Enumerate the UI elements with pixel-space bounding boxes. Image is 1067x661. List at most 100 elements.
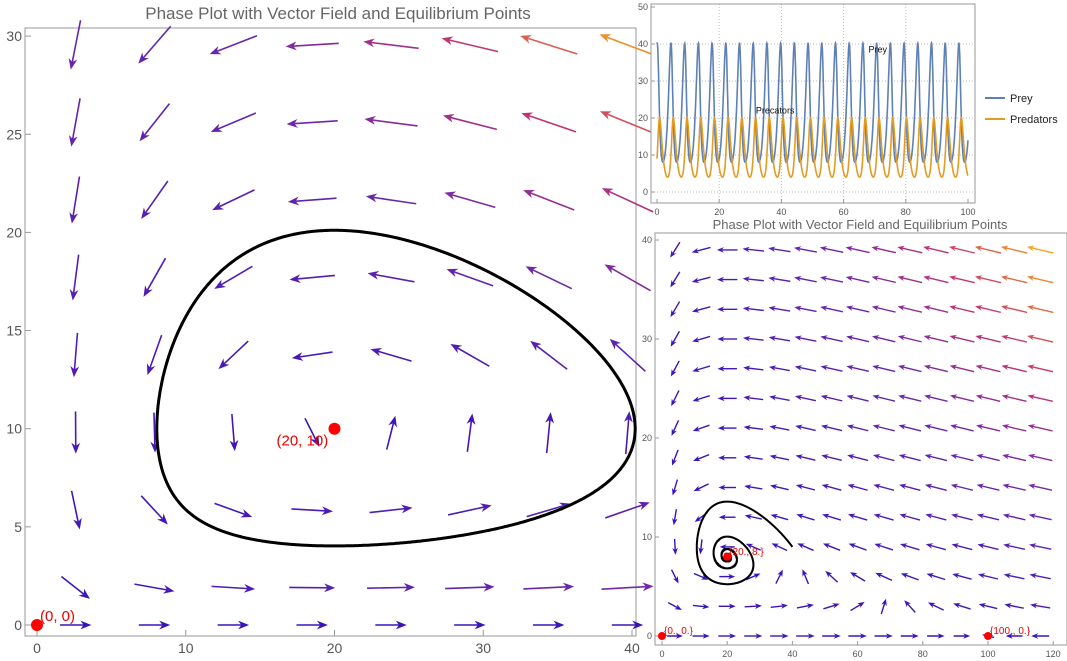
arrow-head: [1027, 394, 1035, 400]
vector-arrow: [924, 483, 947, 491]
vector-arrow: [139, 103, 171, 142]
arrow-head: [310, 435, 320, 447]
vector-arrow: [146, 334, 163, 376]
arrow-head: [897, 275, 905, 282]
arrow-shaft: [217, 189, 255, 209]
y-tick-label: 5: [14, 519, 22, 535]
vector-arrow: [1029, 573, 1051, 580]
vector-arrow: [794, 365, 817, 372]
arrow-head: [367, 270, 380, 280]
vector-arrow: [217, 620, 250, 630]
arrow-shaft: [772, 277, 791, 283]
vector-arrow: [70, 332, 80, 378]
arrow-head: [768, 305, 776, 312]
vector-arrow: [845, 305, 870, 313]
arrow-head: [210, 123, 223, 133]
vector-arrow: [140, 495, 168, 525]
vector-arrow: [450, 343, 490, 367]
arrow-head: [670, 339, 677, 347]
arrow-shaft: [954, 485, 974, 491]
vector-arrow: [795, 484, 816, 491]
vector-arrow: [846, 335, 870, 343]
arrow-shaft: [770, 605, 784, 609]
arrow-head: [1002, 453, 1010, 460]
arrow-head: [642, 582, 654, 592]
vector-arrow: [718, 514, 736, 520]
arrow-head: [976, 424, 984, 430]
arrow-head: [364, 116, 376, 125]
vector-arrow: [367, 270, 415, 283]
arrow-head: [898, 394, 906, 400]
vector-arrow: [923, 245, 949, 254]
vector-arrow: [820, 305, 844, 313]
arrow-head: [820, 335, 828, 341]
arrow-shaft: [851, 455, 869, 462]
arrow-shaft: [877, 485, 895, 491]
arrow-head: [872, 424, 881, 430]
vector-arrow: [898, 364, 922, 373]
arrow-shaft: [545, 418, 551, 454]
arrow-shaft: [953, 306, 975, 314]
vector-arrow: [899, 483, 921, 491]
arrow-shaft: [671, 271, 681, 285]
arrow-head: [744, 514, 753, 520]
arrow-head: [601, 188, 614, 197]
arrow-head: [871, 245, 879, 252]
arrow-shaft: [1033, 574, 1051, 580]
arrow-head: [924, 394, 932, 400]
arrow-shaft: [953, 395, 975, 402]
arrow-shaft: [673, 538, 676, 551]
vector-arrow: [949, 334, 975, 343]
arrow-shaft: [954, 425, 974, 432]
arrow-head: [897, 335, 906, 341]
arrow-head: [446, 268, 459, 278]
arrow-head: [949, 364, 958, 371]
arrow-head: [794, 246, 802, 252]
x-tick-label: 120: [1046, 649, 1061, 659]
arrow-shaft: [214, 502, 247, 516]
arrow-head: [672, 576, 679, 584]
arrow-shaft: [955, 544, 973, 551]
arrow-head: [846, 364, 854, 371]
arrow-head: [846, 424, 855, 430]
arrow-head: [923, 364, 932, 371]
arrow-head: [797, 543, 805, 549]
arrow-shaft: [1007, 574, 1025, 580]
arrow-head: [742, 335, 751, 342]
vector-arrow: [976, 424, 1001, 432]
vector-arrow: [718, 484, 736, 491]
vector-arrow: [218, 340, 249, 370]
arrow-shaft: [1030, 276, 1054, 284]
arrow-shaft: [1005, 336, 1028, 343]
arrow-head: [952, 573, 960, 579]
y-tick-label: 10: [6, 421, 22, 437]
arrow-shaft: [749, 544, 761, 551]
arrow-head: [285, 41, 297, 51]
arrow-head: [401, 504, 413, 514]
arrow-head: [848, 543, 857, 549]
vector-arrow: [599, 111, 656, 135]
arrow-head: [881, 598, 887, 607]
arrow-shaft: [60, 575, 86, 596]
arrow-head: [523, 189, 535, 199]
arrow-shaft: [673, 479, 679, 492]
arrow-shaft: [980, 485, 1000, 491]
vector-arrow: [846, 394, 869, 402]
arrow-head: [1005, 633, 1013, 639]
arrow-head: [1001, 394, 1010, 400]
vector-arrow: [974, 275, 1002, 284]
arrow-head: [702, 603, 710, 610]
arrow-shaft: [696, 365, 711, 371]
arrow-head: [949, 305, 957, 311]
vector-arrow: [744, 514, 762, 520]
arrow-head: [755, 633, 763, 639]
arrow-shaft: [71, 20, 82, 64]
arrow-head: [794, 365, 803, 371]
y-tick-label: 0: [647, 631, 652, 641]
arrow-shaft: [455, 346, 490, 367]
vector-arrow: [845, 275, 870, 283]
arrow-shaft: [695, 306, 711, 312]
arrow-shaft: [824, 425, 843, 432]
vector-arrow: [1031, 633, 1050, 639]
vector-arrow: [974, 245, 1002, 254]
